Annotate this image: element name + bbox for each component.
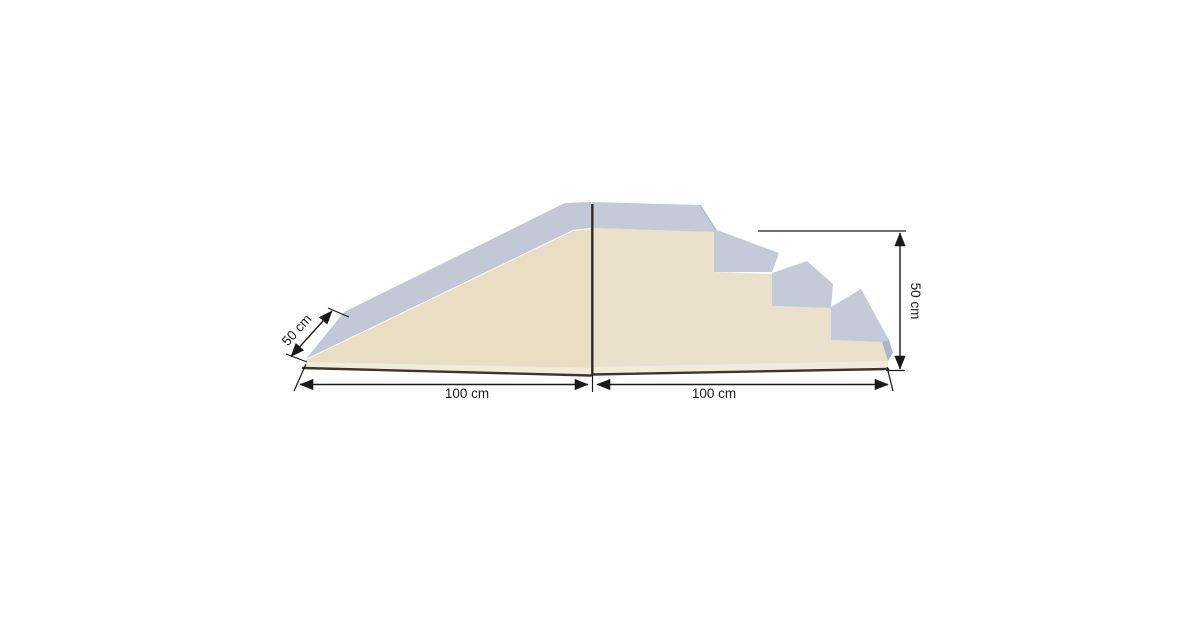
stairs-step3-top <box>831 289 889 342</box>
slide-top-surface <box>306 202 591 359</box>
dim-label-slide-width: 50 cm <box>279 311 315 348</box>
foam-stairs <box>590 202 893 376</box>
slide-bottom-shadow <box>301 366 593 377</box>
dim-label-slide-length: 100 cm <box>445 386 489 401</box>
stairs-bottom-shadow <box>590 367 890 376</box>
slide-wedge <box>301 202 593 377</box>
stairs-step4-side <box>882 340 893 361</box>
dim-slide-length: 100 cm <box>293 363 594 401</box>
dim-stairs-length: 100 cm <box>596 366 894 401</box>
dim-label-stairs-height: 50 cm <box>908 283 923 320</box>
dim-slide-width-line <box>290 310 333 358</box>
stairs-step1-top <box>592 202 779 272</box>
dim-label-stairs-length: 100 cm <box>692 386 736 401</box>
stairs-step1-crease <box>699 204 717 231</box>
stairs-step2-top <box>772 261 833 308</box>
dim-slide-width-tick-bottom <box>285 353 308 363</box>
slide-front-face <box>306 229 591 368</box>
slide-base-strip <box>304 362 591 374</box>
stairs-front-face <box>593 228 888 367</box>
dim-stairs-height: 50 cm <box>758 230 923 372</box>
dim-slide-length-tick-left <box>293 363 307 392</box>
dim-slide-width-tick-top <box>327 307 350 318</box>
stairs-base-strip <box>593 361 888 374</box>
